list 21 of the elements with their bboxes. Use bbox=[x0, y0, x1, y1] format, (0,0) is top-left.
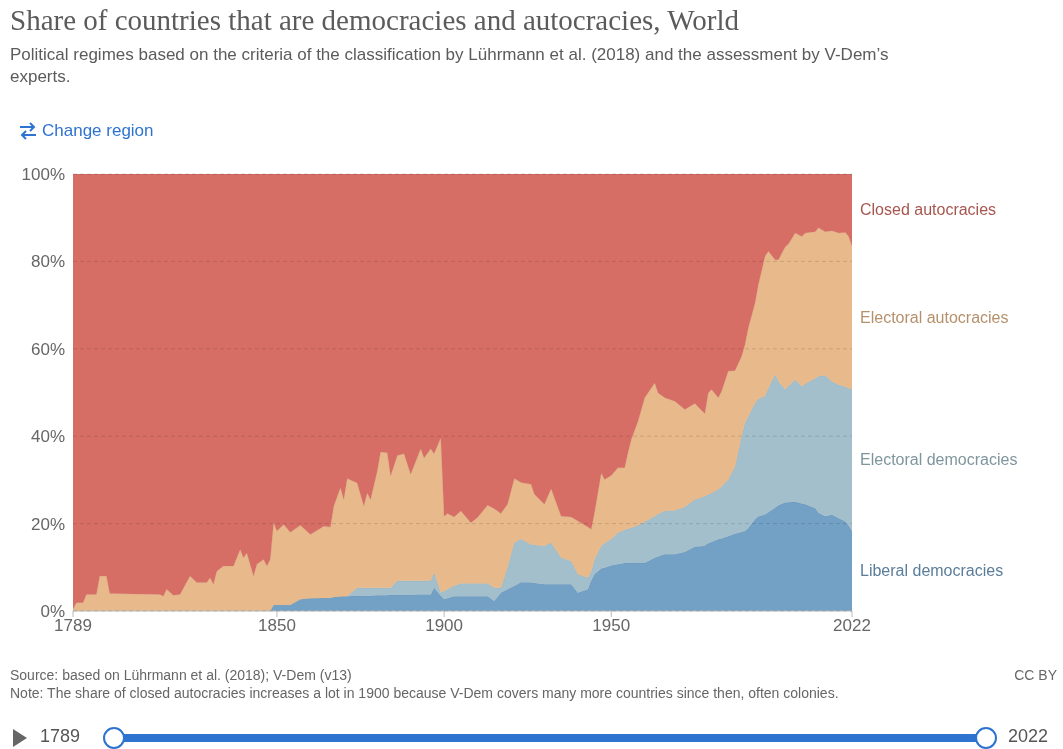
x-tick-label: 1850 bbox=[258, 616, 296, 636]
series-label: Electoral autocracies bbox=[860, 308, 1009, 327]
y-tick-label: 80% bbox=[30, 252, 65, 272]
x-tick-label: 1900 bbox=[425, 616, 464, 636]
x-tick-label: 2022 bbox=[833, 616, 871, 636]
text: 2022 bbox=[1008, 726, 1049, 747]
text: CC BY bbox=[1014, 667, 1057, 683]
source-note: Source: based on Lührmann et al. (2018); V-Dem (v13) bbox=[10, 667, 352, 683]
chart-title: Share of countries that are democracies and autocracies, World bbox=[10, 4, 740, 37]
y-tick-label: 60% bbox=[30, 339, 65, 359]
text: Change region bbox=[42, 121, 154, 141]
y-tick-label: 100% bbox=[21, 165, 65, 185]
y-tick-label: 40% bbox=[30, 427, 65, 447]
y-tick-label: 20% bbox=[30, 514, 65, 534]
series-label: Liberal democracies bbox=[860, 562, 1004, 580]
chart-subtitle: Political regimes based on the criteria of the classification by Lührmann et al. (2018) and the assessment by V-Dem’s experts. bbox=[10, 44, 890, 88]
text: 1789 bbox=[40, 726, 81, 747]
x-tick-label: 1950 bbox=[592, 616, 631, 636]
series-label: Electoral democracies bbox=[860, 451, 1018, 470]
series-label: Closed autocracies bbox=[860, 201, 997, 220]
text: Note: The share of closed autocracies increases a lot in 1900 because V-Dem covers many more countries since then, often colonies. bbox=[10, 685, 839, 701]
